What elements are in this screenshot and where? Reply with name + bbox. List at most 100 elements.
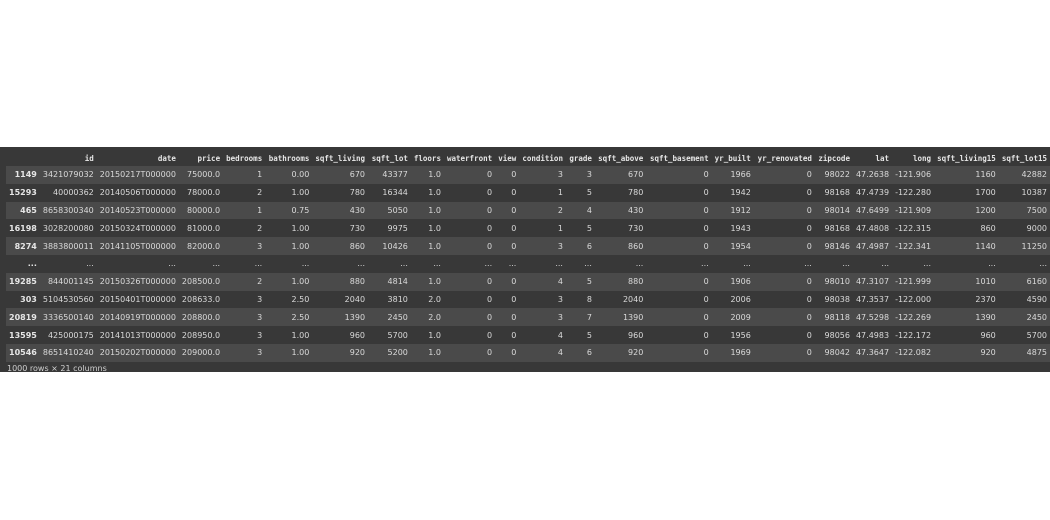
table-cell: ... [508, 259, 517, 269]
table-cell: 1954 [730, 241, 751, 251]
table-cell: 75000.0 [187, 170, 221, 180]
table-cell: 0 [511, 188, 517, 198]
row-index: 13595 [9, 330, 37, 340]
table-cell: 1956 [730, 330, 751, 340]
table-cell: 5 [586, 277, 592, 287]
table-cell: 0 [806, 348, 812, 358]
table-cell: 5104530560 [42, 294, 94, 304]
table-cell: 98010 [824, 277, 850, 287]
row-index: 8274 [14, 241, 37, 251]
table-cell: 1010 [975, 277, 996, 287]
table-cell: 3883800011 [42, 241, 94, 251]
table-cell: 2450 [1026, 312, 1047, 322]
table-cell: ... [923, 259, 932, 269]
table-cell: 0 [806, 330, 812, 340]
table-cell: 0 [511, 223, 517, 233]
table-cell: 20150401T000000 [99, 294, 176, 304]
table-cell: 960 [980, 330, 996, 340]
table-cell: 208633.0 [181, 294, 221, 304]
table-cell: 1.0 [428, 277, 441, 287]
table-cell: ... [168, 259, 176, 269]
table-cell: 0 [703, 170, 709, 180]
dataframe-table: id date price bedrooms bathrooms sqft_living s… [6, 150, 1050, 362]
table-cell: 0 [487, 188, 493, 198]
table-cell: 5050 [387, 205, 408, 215]
table-cell: 0 [487, 223, 493, 233]
table-cell: 1943 [730, 223, 751, 233]
table-cell: 1966 [730, 170, 751, 180]
table-cell: 3 [557, 312, 563, 322]
table-cell: 2009 [730, 312, 751, 322]
table-cell: 1160 [975, 170, 996, 180]
table-cell: ... [804, 259, 812, 269]
table-row: 465 8658300340 20140523T000000 80000.0 1 0.75… [6, 201, 1050, 220]
column-header: yr_renovated [757, 153, 812, 163]
table-cell: 2040 [344, 294, 366, 304]
table-cell: 20141105T000000 [99, 241, 176, 251]
table-cell: 98168 [824, 188, 850, 198]
row-index: 15293 [9, 188, 37, 198]
table-cell: 2 [257, 188, 263, 198]
table-cell: 5200 [387, 348, 408, 358]
table-cell: 4 [557, 277, 563, 287]
table-cell: 1.0 [428, 170, 441, 180]
table-cell: 1969 [730, 348, 751, 358]
table-cell: 5700 [387, 330, 408, 340]
table-cell: 98038 [824, 294, 850, 304]
table-cell: 1140 [975, 241, 996, 251]
table-cell: 1.0 [428, 205, 441, 215]
table-cell: 0 [703, 241, 709, 251]
table-cell: ... [484, 259, 493, 269]
table-cell: 920 [349, 348, 366, 358]
table-cell: 1.0 [428, 348, 441, 358]
index-header [6, 150, 40, 166]
table-cell: 6160 [1026, 277, 1047, 287]
table-cell: 1200 [975, 205, 996, 215]
column-header: id [84, 153, 94, 163]
column-header: zipcode [818, 153, 850, 163]
row-index: ... [27, 259, 37, 269]
table-cell: 0 [703, 205, 709, 215]
table-cell: 0 [487, 205, 493, 215]
table-cell: 4590 [1026, 294, 1047, 304]
table-cell: 0 [806, 277, 812, 287]
table-cell: 8658300340 [42, 205, 94, 215]
table-cell: 0 [487, 294, 493, 304]
table-cell: 860 [980, 223, 996, 233]
table-row: 15293 40000362 20140506T000000 78000.0 2 1.00… [6, 183, 1050, 202]
table-cell: 47.4808 [855, 223, 890, 233]
table-cell: 920 [980, 348, 996, 358]
table-cell: 1.0 [428, 188, 441, 198]
table-cell: 0 [806, 188, 812, 198]
table-row: 1149 3421079032 20150217T000000 75000.0 1 0.0… [6, 166, 1050, 184]
table-row: 20819 3336500140 20140919T000000 208800.0 3 2… [6, 308, 1050, 327]
table-cell: -121.909 [895, 205, 932, 215]
table-cell: 880 [349, 277, 366, 287]
table-cell: 47.4983 [855, 330, 890, 340]
table-cell: 2 [257, 277, 263, 287]
table-cell: 0 [511, 241, 517, 251]
table-cell: ... [635, 259, 644, 269]
table-cell: 0 [487, 170, 493, 180]
table-cell: -122.280 [895, 188, 932, 198]
table-cell: 20150217T000000 [99, 170, 176, 180]
column-header: sqft_living [315, 153, 366, 163]
table-cell: 425000175 [47, 330, 94, 340]
table-cell: -121.906 [895, 170, 932, 180]
table-cell: 20140523T000000 [99, 205, 176, 215]
table-cell: 3 [257, 294, 263, 304]
table-cell: 20140506T000000 [99, 188, 176, 198]
table-cell: -122.082 [895, 348, 932, 358]
table-cell: 43377 [382, 170, 408, 180]
table-cell: 1.00 [291, 223, 310, 233]
table-cell: 98146 [824, 241, 850, 251]
table-cell: 5700 [1026, 330, 1047, 340]
table-cell: 4875 [1026, 348, 1047, 358]
column-header: lat [875, 153, 890, 163]
table-cell: 47.6499 [855, 205, 890, 215]
table-cell: 2 [257, 223, 263, 233]
table-cell: 0 [487, 312, 493, 322]
column-header: bedrooms [226, 153, 263, 163]
table-cell: ... [701, 259, 709, 269]
table-cell: 47.3107 [855, 277, 890, 287]
